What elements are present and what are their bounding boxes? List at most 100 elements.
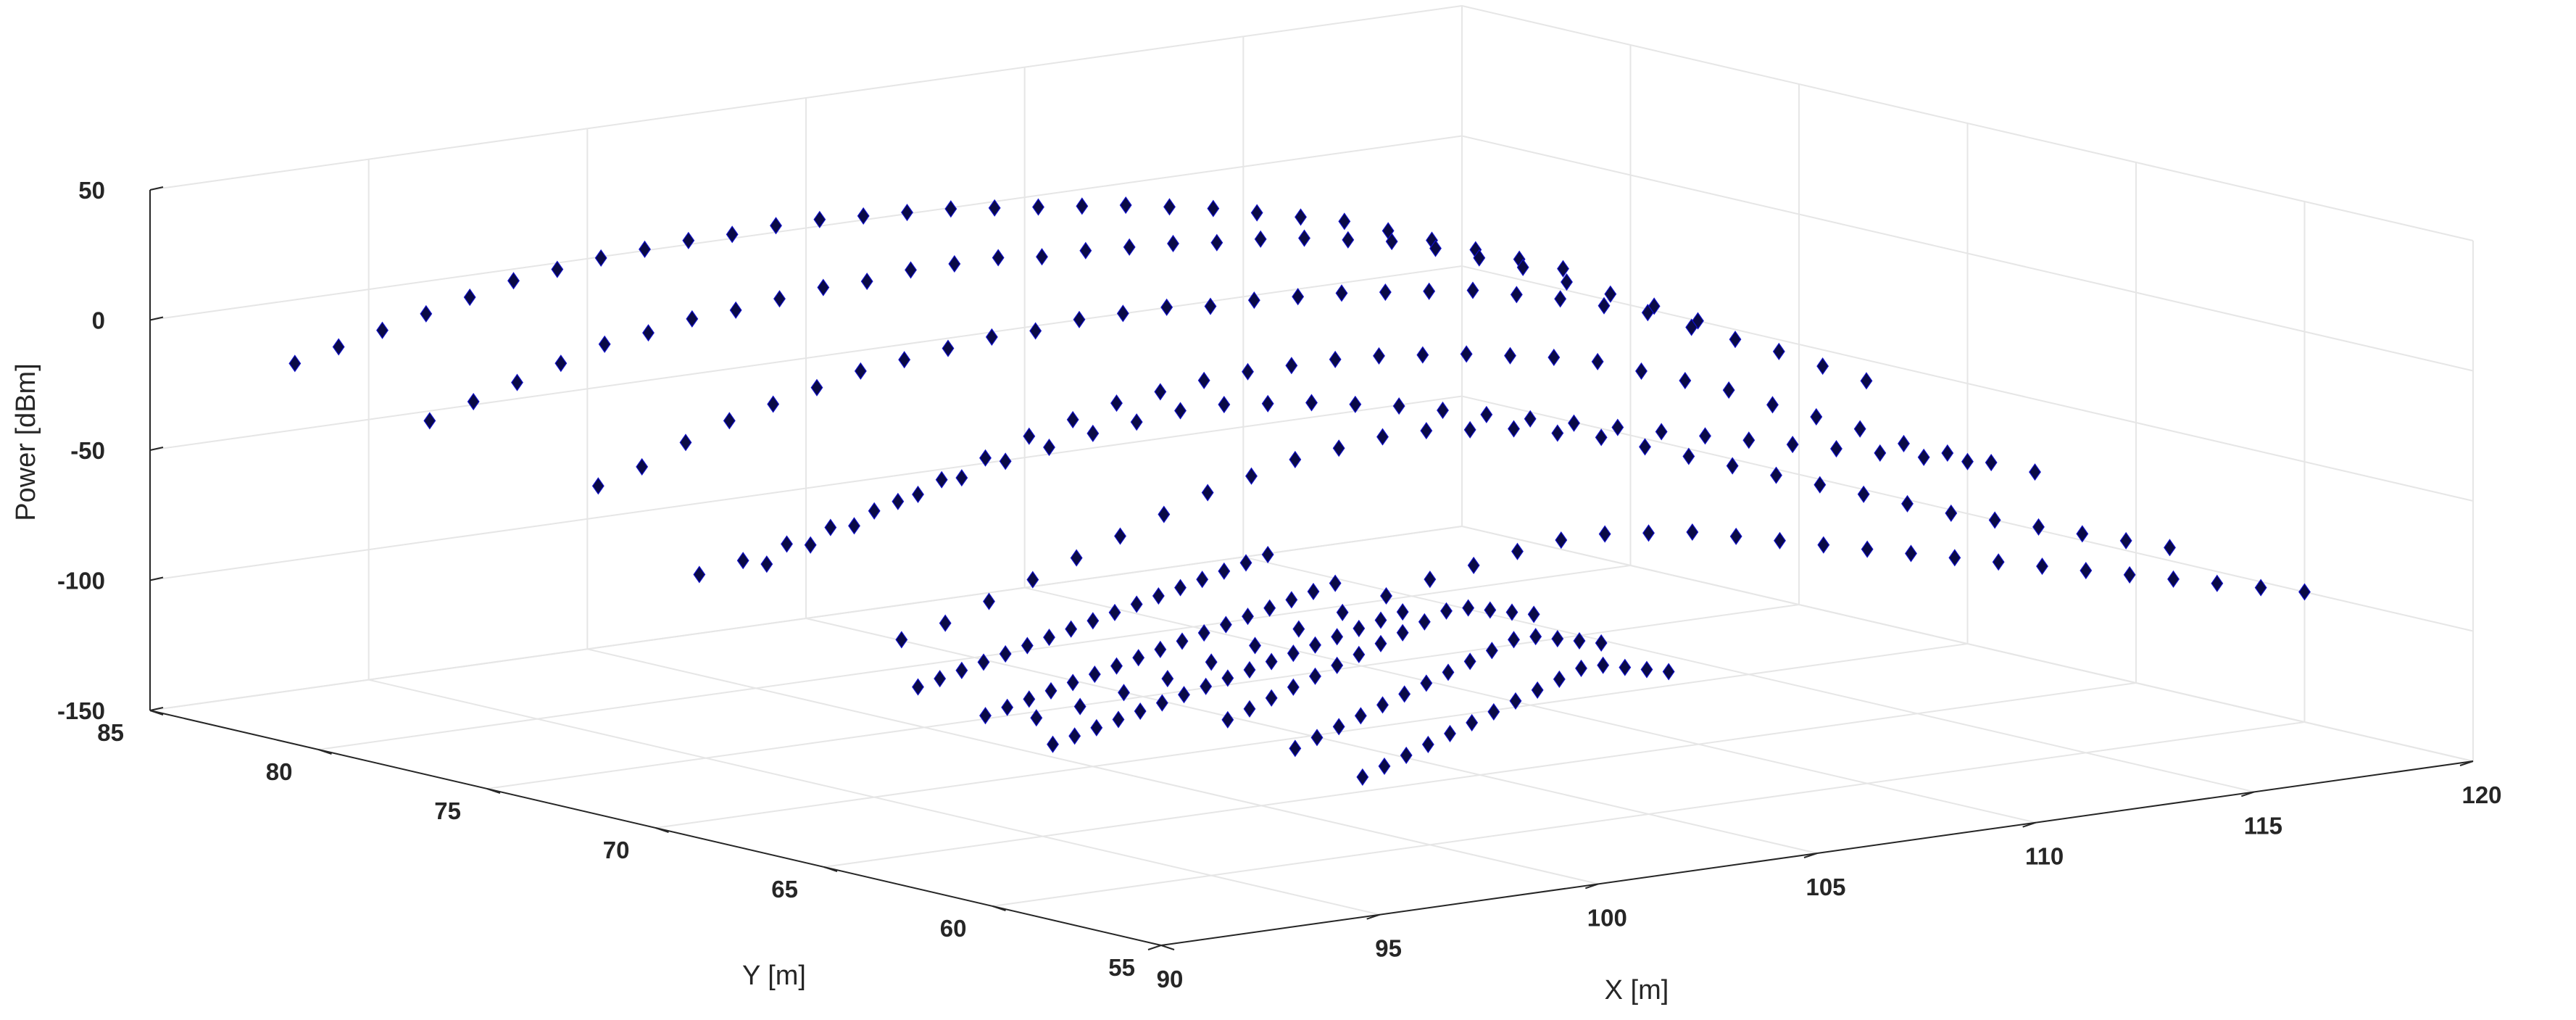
data-point [1329, 350, 1342, 368]
side-wall-grid-z [1461, 265, 2474, 502]
data-point [1376, 696, 1389, 714]
data-point [857, 207, 870, 225]
y-tick-label: 60 [940, 915, 967, 942]
data-point [1026, 571, 1039, 589]
x-tick-label: 105 [1806, 874, 1845, 900]
data-point [817, 278, 830, 297]
data-point [1561, 273, 1573, 291]
data-point [1662, 663, 1675, 681]
z-tick-label: -150 [57, 697, 105, 724]
data-point [1516, 258, 1529, 276]
data-point [467, 392, 480, 411]
data-point [1132, 649, 1145, 667]
data-point [1285, 357, 1298, 375]
data-point [2029, 463, 2041, 481]
data-point [1174, 579, 1187, 597]
data-point [1424, 571, 1437, 589]
data-point [1421, 735, 1434, 753]
data-point [1444, 724, 1456, 742]
data-point [1047, 735, 1059, 753]
data-point [1163, 198, 1176, 216]
data-point [1243, 660, 1256, 679]
data-point [2032, 518, 2045, 536]
data-point [420, 304, 433, 323]
data-point [1467, 556, 1480, 574]
data-point [1742, 431, 1756, 449]
data-point [1948, 549, 1961, 567]
data-point [1480, 405, 1493, 423]
data-point [1380, 586, 1392, 605]
data-point [1021, 637, 1034, 655]
data-point [985, 328, 998, 346]
y-tick-label: 55 [1108, 954, 1135, 981]
data-point [824, 518, 837, 536]
data-point [1114, 527, 1126, 545]
z-tick-label: 50 [78, 177, 105, 204]
data-point [693, 565, 706, 584]
data-point [1810, 407, 1823, 426]
data-point [1331, 628, 1344, 646]
data-point [1261, 545, 1274, 564]
data-point [1639, 438, 1651, 456]
floor-grid-y [655, 643, 1968, 829]
y-tick [486, 788, 501, 794]
back-wall-grid-z [149, 265, 1463, 451]
data-point [1635, 362, 1648, 380]
data-point [1418, 613, 1431, 631]
data-point [1154, 383, 1167, 401]
data-point [1396, 603, 1409, 621]
data-point [1207, 199, 1220, 217]
data-point [1686, 523, 1699, 542]
data-point [2076, 525, 2089, 543]
data-point [639, 240, 651, 258]
data-point [1242, 362, 1254, 381]
data-point [1373, 347, 1385, 365]
data-point [1349, 395, 1362, 413]
data-point [1416, 346, 1429, 364]
data-point [1398, 685, 1411, 703]
data-point [1243, 700, 1256, 718]
data-point [760, 555, 773, 573]
side-wall-grid-z [1461, 526, 2474, 762]
back-wall-grid-z [149, 135, 1463, 321]
data-point [1174, 402, 1187, 420]
back-wall-grid-z [149, 395, 1463, 581]
data-point [1945, 504, 1958, 522]
data-point [1090, 718, 1103, 737]
data-point [1066, 673, 1079, 692]
data-point [2167, 570, 2180, 588]
data-point [912, 485, 924, 503]
data-point [1068, 727, 1081, 745]
data-point [935, 470, 948, 489]
data-point [1029, 322, 1042, 340]
data-point [1356, 768, 1369, 786]
data-point [948, 254, 961, 273]
x-tick-label: 120 [2461, 781, 2501, 808]
data-point [1685, 318, 1698, 336]
data-point [1265, 689, 1278, 707]
data-point [1309, 636, 1321, 654]
tick-labels: 90 95 100 105 110 115 120 55 60 65 70 75 80 85-150 -10… [57, 177, 2502, 992]
x-tick [1585, 883, 1599, 890]
data-point [1305, 394, 1318, 412]
data-point [1167, 234, 1179, 253]
data-point [1400, 746, 1413, 764]
data-point [1770, 466, 1782, 484]
data-point [860, 273, 873, 291]
data-point [1023, 427, 1036, 445]
z-tick [149, 707, 164, 711]
y-tick-label: 75 [434, 797, 461, 824]
data-point [1505, 603, 1518, 621]
data-point [1508, 420, 1520, 438]
data-point [1219, 615, 1232, 634]
data-point [804, 536, 817, 554]
data-point [1287, 678, 1300, 696]
data-point [1874, 444, 1887, 462]
data-point [1554, 290, 1567, 308]
data-point [1119, 196, 1132, 215]
data-point [1112, 710, 1125, 729]
data-point [934, 670, 947, 688]
data-point [1066, 410, 1079, 428]
z-tick-label: -50 [70, 437, 105, 464]
data-point [1898, 434, 1910, 452]
